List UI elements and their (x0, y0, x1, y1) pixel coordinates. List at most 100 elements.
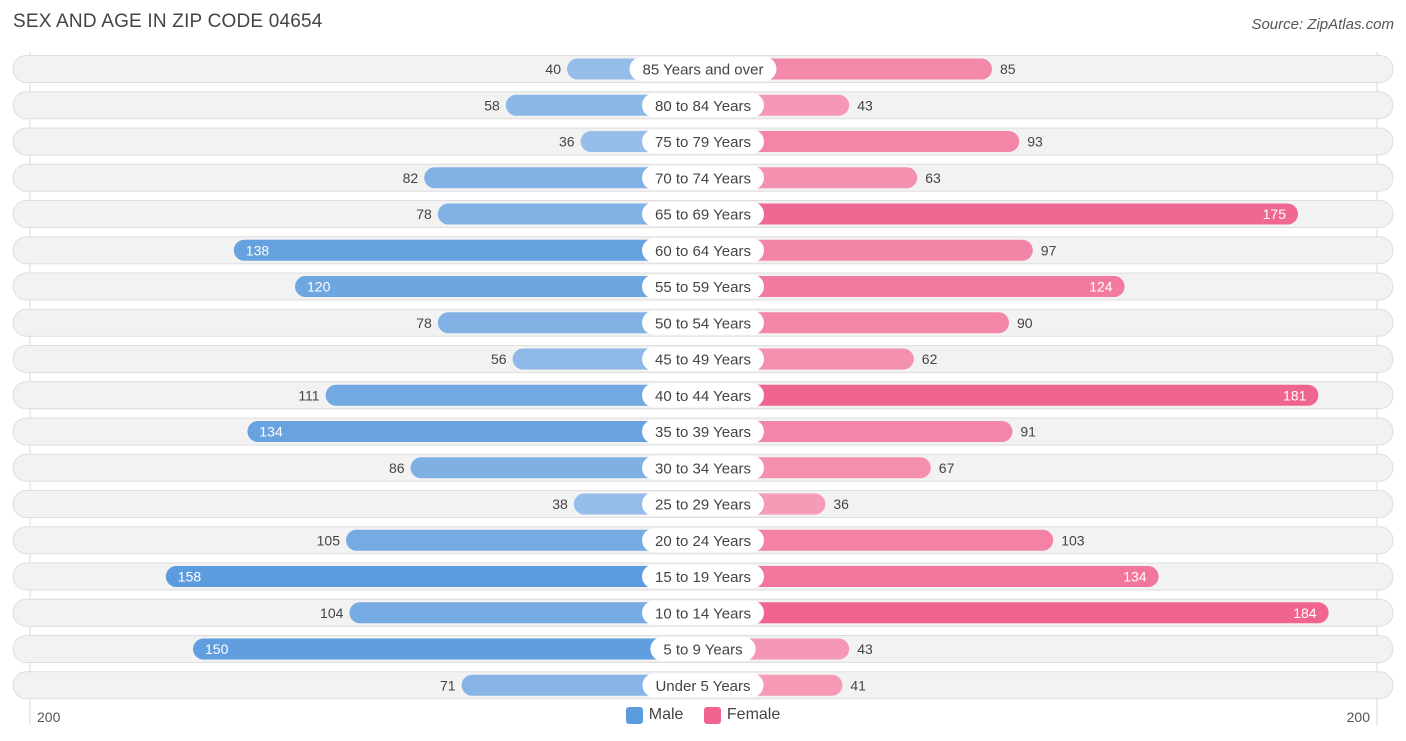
female-value-label: 103 (1061, 532, 1085, 548)
male-value-label: 38 (552, 496, 568, 512)
female-bar (703, 566, 1159, 587)
category-label: Under 5 Years (655, 678, 750, 695)
chart-row: 78 175 65 to 69 Years (12, 200, 1394, 228)
male-bar (437, 203, 703, 225)
male-value-label: 36 (559, 134, 575, 150)
category-pill (642, 93, 764, 118)
category-pill (642, 165, 764, 190)
chart-row: 134 91 35 to 39 Years (12, 417, 1394, 446)
category-pill (642, 564, 764, 589)
category-pill (642, 274, 764, 299)
male-bar (325, 384, 703, 406)
male-bar (424, 167, 703, 189)
category-label: 15 to 19 Years (655, 569, 751, 586)
chart-row: 82 63 70 to 74 Years (12, 163, 1394, 192)
category-pill (642, 238, 764, 263)
chart-title: SEX AND AGE IN ZIP CODE 04654 (13, 11, 323, 32)
female-value-label: 43 (857, 97, 873, 113)
category-pill (642, 310, 764, 335)
male-bar (193, 638, 703, 660)
female-value-label: 184 (1293, 605, 1317, 621)
category-label: 85 Years and over (643, 62, 764, 79)
chart-row: 158 134 15 to 19 Years (12, 562, 1394, 591)
legend: Male Female (0, 706, 1406, 729)
category-label: 65 to 69 Years (655, 207, 751, 224)
male-value-label: 158 (178, 569, 202, 585)
chart-row: 120 124 55 to 59 Years (12, 272, 1394, 301)
male-bar (346, 529, 703, 551)
category-label: 50 to 54 Years (655, 315, 751, 332)
category-label: 55 to 59 Years (655, 279, 751, 296)
female-bar (703, 131, 1020, 152)
female-value-label: 36 (833, 496, 849, 512)
legend-male-label: Male (648, 706, 684, 723)
female-value-label: 181 (1283, 387, 1307, 403)
male-value-label: 86 (389, 460, 405, 476)
male-bar (247, 421, 703, 442)
chart-row: 40 85 85 Years and over (12, 55, 1394, 83)
female-bar (703, 276, 1125, 297)
male-value-label: 111 (298, 387, 319, 403)
female-bar (703, 421, 1013, 442)
male-bar (165, 566, 704, 587)
chart-row: 71 41 Under 5 Years (12, 671, 1394, 700)
male-bar (233, 239, 704, 261)
category-label: 80 to 84 Years (655, 98, 751, 115)
chart-row: 36 93 75 to 79 Years (12, 127, 1394, 156)
category-label: 75 to 79 Years (655, 134, 751, 151)
category-pill (642, 347, 764, 371)
male-swatch (625, 706, 643, 724)
female-value-label: 97 (1041, 242, 1057, 258)
category-label: 40 to 44 Years (655, 388, 751, 405)
female-value-label: 90 (1017, 315, 1033, 331)
male-value-label: 105 (317, 532, 341, 548)
chart-row: 104 184 10 to 14 Years (12, 598, 1394, 627)
female-value-label: 124 (1089, 279, 1113, 295)
female-value-label: 67 (939, 460, 955, 476)
female-bar (703, 203, 1298, 225)
category-pill (642, 419, 764, 444)
axis-right-label: 200 (1346, 709, 1370, 725)
category-label: 70 to 74 Years (655, 170, 751, 187)
male-value-label: 134 (259, 424, 283, 440)
category-label: 10 to 14 Years (655, 605, 751, 622)
male-bar (410, 457, 703, 479)
male-value-label: 150 (205, 641, 229, 657)
category-pill (629, 57, 777, 81)
female-value-label: 93 (1027, 134, 1043, 150)
male-value-label: 56 (491, 351, 507, 367)
source-label: Source: ZipAtlas.com (1251, 16, 1394, 33)
category-pill (642, 528, 764, 553)
female-bar (703, 602, 1329, 624)
female-value-label: 91 (1020, 424, 1036, 440)
female-value-label: 63 (925, 170, 941, 186)
chart-row: 150 43 5 to 9 Years (12, 635, 1394, 663)
axis-left-label: 200 (37, 709, 61, 725)
chart-row: 86 67 30 to 34 Years (12, 453, 1394, 482)
chart-row: 111 181 40 to 44 Years (12, 381, 1394, 410)
male-value-label: 78 (416, 206, 432, 222)
category-label: 45 to 49 Years (655, 352, 751, 369)
category-label: 5 to 9 Years (663, 642, 742, 659)
male-value-label: 71 (440, 677, 456, 693)
female-value-label: 85 (1000, 61, 1016, 77)
category-label: 25 to 29 Years (655, 497, 751, 514)
category-pill (642, 129, 764, 154)
chart-row: 56 62 45 to 49 Years (12, 345, 1394, 373)
category-pill (642, 673, 764, 698)
chart-row: 38 36 25 to 29 Years (12, 490, 1394, 518)
male-bar (437, 312, 703, 334)
category-pill (642, 383, 764, 408)
legend-item-female: Female (703, 706, 781, 724)
category-label: 30 to 34 Years (655, 460, 751, 477)
female-bar (703, 529, 1054, 551)
male-bar (349, 602, 703, 624)
category-pill (642, 202, 764, 226)
legend-item-male: Male (625, 706, 684, 724)
chart-row: 138 97 60 to 64 Years (12, 236, 1394, 265)
legend-female-label: Female (726, 706, 781, 723)
female-value-label: 41 (850, 677, 866, 693)
male-value-label: 120 (307, 279, 331, 295)
male-bar (295, 276, 703, 297)
